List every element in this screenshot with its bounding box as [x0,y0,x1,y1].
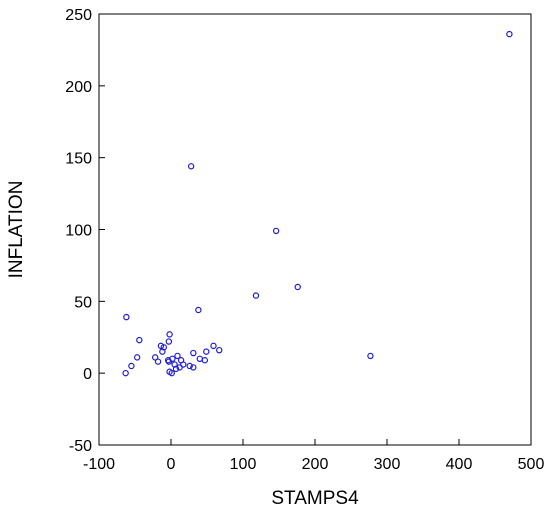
data-point [168,369,175,377]
x-tick-label: 0 [167,456,176,473]
data-point [272,227,280,235]
y-tick-label: -50 [69,438,92,455]
points-layer [122,30,513,377]
data-point [151,354,159,361]
data-point [165,338,173,345]
y-tick-label: 100 [65,223,92,240]
data-point [506,30,513,38]
data-point [159,348,166,355]
data-point [196,355,203,362]
x-tick-label: 400 [446,456,473,473]
data-point [195,306,202,314]
data-point [186,362,193,370]
data-point [210,342,217,350]
data-point [172,365,180,373]
data-point [294,283,301,291]
y-tick-label: 250 [65,7,92,24]
data-point [190,349,197,357]
x-tick-label: -100 [83,456,115,473]
data-point [154,358,162,365]
ticks-layer: -100 0 100 200 300 400 500 -50 0 50 100 150 200 250 [65,7,544,473]
data-point [201,357,209,364]
data-point [169,355,176,362]
data-point [190,364,197,371]
data-point [187,163,195,170]
data-point [128,362,135,370]
data-point [122,369,129,377]
data-point [136,336,143,344]
data-point [216,346,223,354]
data-point [252,292,260,299]
data-point [123,313,130,321]
y-tick-label: 150 [65,151,92,168]
x-tick-label: 100 [230,456,257,473]
x-tick-label: 500 [518,456,545,473]
y-tick-label: 50 [74,294,92,311]
data-point [367,352,374,360]
y-axis-title: INFLATION [6,181,27,279]
plot-frame [98,13,532,446]
data-point [133,354,141,361]
x-tick-label: 200 [302,456,329,473]
data-point [203,348,210,355]
data-point [174,352,181,360]
data-point [180,361,187,368]
x-tick-label: 300 [374,456,401,473]
y-tick-label: 0 [83,366,92,383]
x-axis-title: STAMPS4 [271,488,359,509]
y-tick-label: 200 [65,79,92,96]
data-point [166,331,173,338]
